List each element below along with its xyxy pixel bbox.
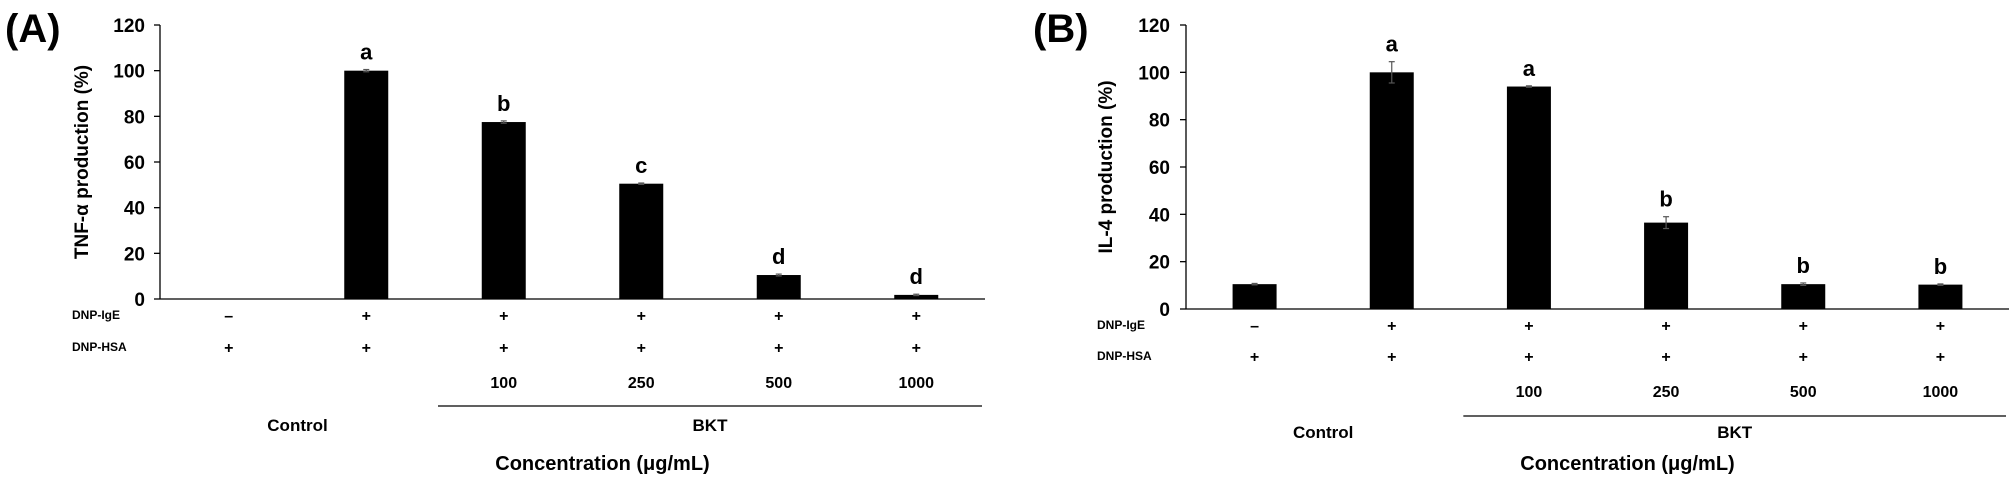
dnp-ige-row-label: DNP-IgE xyxy=(72,308,120,322)
significance-label: d xyxy=(772,244,785,269)
concentration-label: 1000 xyxy=(898,375,934,392)
significance-label: a xyxy=(1386,32,1399,57)
dnp-hsa-sign: + xyxy=(1524,349,1533,366)
dnp-ige-sign: – xyxy=(224,308,233,325)
y-tick-label: 20 xyxy=(124,244,145,265)
concentration-label: 500 xyxy=(1790,384,1817,401)
y-tick-label: 20 xyxy=(1149,253,1170,274)
panel-label: (A) xyxy=(5,7,61,51)
bar xyxy=(1232,284,1277,309)
y-tick-label: 0 xyxy=(1159,300,1170,321)
concentration-label: 100 xyxy=(490,375,517,392)
dnp-hsa-sign: + xyxy=(1250,349,1259,366)
dnp-hsa-sign: + xyxy=(774,340,783,357)
bar xyxy=(481,122,526,300)
bar xyxy=(1369,72,1414,309)
bkt-group-label: BKT xyxy=(1717,423,1753,442)
x-axis-label: Concentration (μg/mL) xyxy=(495,453,709,475)
bar xyxy=(1918,284,1963,309)
dnp-hsa-sign: + xyxy=(362,340,371,357)
bar xyxy=(344,70,389,300)
y-tick-label: 80 xyxy=(124,107,145,128)
control-group-label: Control xyxy=(1293,423,1353,442)
bar xyxy=(1644,222,1689,309)
y-axis-label: IL-4 production (%) xyxy=(1096,80,1117,253)
dnp-ige-sign: + xyxy=(1524,318,1533,335)
y-tick-label: 0 xyxy=(134,290,145,311)
significance-label: a xyxy=(1523,56,1536,81)
y-tick-label: 120 xyxy=(113,16,145,37)
panel-label: (B) xyxy=(1033,7,1089,51)
y-tick-label: 100 xyxy=(113,62,145,83)
y-tick-label: 120 xyxy=(1138,16,1170,37)
dnp-hsa-sign: + xyxy=(1936,349,1945,366)
y-tick-label: 100 xyxy=(1138,63,1170,84)
dnp-hsa-sign: + xyxy=(637,340,646,357)
y-axis-label: TNF-α production (%) xyxy=(72,65,93,259)
dnp-ige-sign: + xyxy=(1661,318,1670,335)
dnp-ige-sign: + xyxy=(1936,318,1945,335)
control-group-label: Control xyxy=(267,416,327,435)
significance-label: a xyxy=(360,40,373,65)
dnp-hsa-sign: + xyxy=(224,340,233,357)
significance-label: b xyxy=(1797,253,1810,278)
dnp-ige-sign: + xyxy=(912,308,921,325)
dnp-hsa-sign: + xyxy=(1799,349,1808,366)
concentration-label: 100 xyxy=(1516,384,1543,401)
concentration-label: 250 xyxy=(628,375,655,392)
significance-label: c xyxy=(635,153,647,178)
dnp-hsa-sign: + xyxy=(499,340,508,357)
bar xyxy=(756,275,801,299)
dnp-ige-row-label: DNP-IgE xyxy=(1097,318,1145,332)
concentration-label: 1000 xyxy=(1923,384,1959,401)
bar xyxy=(619,183,664,299)
dnp-ige-sign: – xyxy=(1250,318,1259,335)
dnp-hsa-row-label: DNP-HSA xyxy=(1097,349,1152,363)
bar xyxy=(1506,86,1551,310)
dnp-ige-sign: + xyxy=(1799,318,1808,335)
chart-panel-a: (A) TNF-α production (%) 0 20 40 60 80 100 120 – +… xyxy=(5,7,985,475)
y-tick-label: 80 xyxy=(1149,111,1170,132)
significance-label: d xyxy=(910,264,923,289)
dnp-hsa-row-label: DNP-HSA xyxy=(72,340,127,354)
y-tick-label: 60 xyxy=(1149,158,1170,179)
bar xyxy=(894,294,939,299)
dnp-hsa-sign: + xyxy=(1387,349,1396,366)
significance-label: b xyxy=(497,91,510,116)
bar xyxy=(1781,284,1826,309)
dnp-hsa-sign: + xyxy=(912,340,921,357)
y-tick-label: 40 xyxy=(124,199,145,220)
concentration-label: 250 xyxy=(1653,384,1680,401)
dnp-ige-sign: + xyxy=(774,308,783,325)
concentration-label: 500 xyxy=(765,375,792,392)
dnp-hsa-sign: + xyxy=(1661,349,1670,366)
chart-panel-b: (B) IL-4 production (%) 0 20 40 60 80 100 120 – + a… xyxy=(1033,7,2009,475)
bkt-group-label: BKT xyxy=(693,416,729,435)
dnp-ige-sign: + xyxy=(637,308,646,325)
y-tick-label: 40 xyxy=(1149,205,1170,226)
significance-label: b xyxy=(1659,187,1672,212)
y-tick-label: 60 xyxy=(124,153,145,174)
x-axis-label: Concentration (μg/mL) xyxy=(1520,453,1734,475)
significance-label: b xyxy=(1934,254,1947,279)
dnp-ige-sign: + xyxy=(1387,318,1396,335)
dnp-ige-sign: + xyxy=(362,308,371,325)
dnp-ige-sign: + xyxy=(499,308,508,325)
